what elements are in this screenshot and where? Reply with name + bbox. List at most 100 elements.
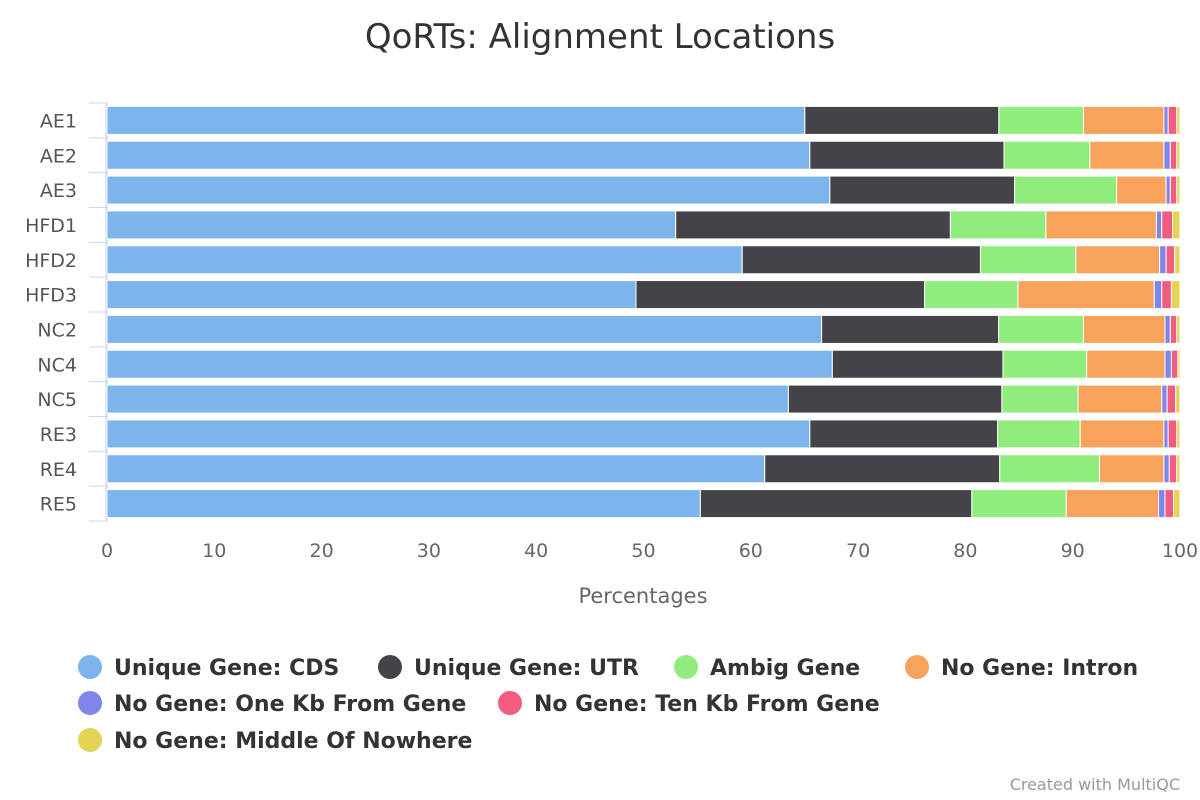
bar-segment[interactable] <box>1079 419 1165 449</box>
bar-segment[interactable] <box>1164 314 1171 344</box>
bar-segment[interactable] <box>809 419 999 449</box>
legend-item[interactable]: Ambig Gene <box>674 655 860 681</box>
bar-segment[interactable] <box>787 384 1003 414</box>
bar-segment[interactable] <box>999 454 1101 484</box>
bar-segment[interactable] <box>699 489 973 519</box>
bar-segment[interactable] <box>1170 349 1179 379</box>
bar-segment[interactable] <box>764 454 1001 484</box>
bar-segment[interactable] <box>997 419 1081 449</box>
bar-segment[interactable] <box>1169 140 1178 170</box>
bar-segment[interactable] <box>1174 245 1181 275</box>
bar-segment[interactable] <box>1082 314 1166 344</box>
bar-segment[interactable] <box>1165 175 1171 205</box>
bar-segment[interactable] <box>635 280 926 310</box>
bar-segment[interactable] <box>1163 140 1171 170</box>
bar-segment[interactable] <box>1083 105 1165 135</box>
bar-segment[interactable] <box>1153 280 1163 310</box>
bar-segment[interactable] <box>1164 489 1175 519</box>
bar-segment[interactable] <box>1065 489 1160 519</box>
bar-segment[interactable] <box>1176 454 1181 484</box>
legend-item[interactable]: No Gene: Ten Kb From Gene <box>498 691 880 717</box>
bar-segment[interactable] <box>106 489 701 519</box>
bar-segment[interactable] <box>106 314 823 344</box>
bar-segment[interactable] <box>924 280 1019 310</box>
bar-segment[interactable] <box>106 210 677 240</box>
bar-segment[interactable] <box>675 210 951 240</box>
bar-segment[interactable] <box>1169 314 1178 344</box>
bar-segment[interactable] <box>809 140 1005 170</box>
bar-segment[interactable] <box>1002 349 1088 379</box>
bar-segment[interactable] <box>1014 175 1118 205</box>
bar-segment[interactable] <box>829 175 1016 205</box>
legend[interactable]: Unique Gene: CDS Unique Gene: UTR Ambig Ge… <box>78 655 1138 754</box>
bar-segment[interactable] <box>1161 384 1168 414</box>
bar-segment[interactable] <box>1089 140 1165 170</box>
bar-segment[interactable] <box>1169 175 1178 205</box>
bar-segment[interactable] <box>1164 349 1172 379</box>
bar-segment[interactable] <box>106 454 766 484</box>
bar-segment[interactable] <box>1155 210 1163 240</box>
bar-segment[interactable] <box>971 489 1067 519</box>
legend-item[interactable]: Unique Gene: UTR <box>378 655 639 681</box>
bar-segment[interactable] <box>741 245 981 275</box>
bar-segment[interactable] <box>1165 245 1176 275</box>
bar-segment[interactable] <box>949 210 1047 240</box>
bar-segment[interactable] <box>1077 384 1163 414</box>
bar-segment[interactable] <box>106 280 637 310</box>
bar-segment[interactable] <box>831 349 1004 379</box>
bar-segment[interactable] <box>1086 349 1166 379</box>
bar-segment[interactable] <box>998 314 1084 344</box>
bar-segment[interactable] <box>1168 454 1178 484</box>
bar-segment[interactable] <box>106 245 743 275</box>
y-tick-label: HFD2 <box>25 250 77 272</box>
bar-segment[interactable] <box>106 140 811 170</box>
bar-segment[interactable] <box>1170 280 1181 310</box>
bar-segment[interactable] <box>1171 210 1181 240</box>
bar-segment[interactable] <box>1176 105 1181 135</box>
y-tick-label: NC5 <box>37 389 77 411</box>
bar-segment[interactable] <box>1176 175 1181 205</box>
bar-segment[interactable] <box>1175 384 1181 414</box>
bar-segment[interactable] <box>804 105 1000 135</box>
bar-segment[interactable] <box>1163 419 1169 449</box>
bar-segment[interactable] <box>1167 105 1178 135</box>
bar-segment[interactable] <box>1159 245 1167 275</box>
bar-segment[interactable] <box>1099 454 1165 484</box>
credit-text[interactable]: Created with MultiQC <box>1010 775 1180 794</box>
bar-segment[interactable] <box>1001 384 1079 414</box>
bar-segment[interactable] <box>979 245 1077 275</box>
bar-segment[interactable] <box>821 314 1000 344</box>
bar-segment[interactable] <box>1158 489 1166 519</box>
bar-segment[interactable] <box>1166 384 1177 414</box>
bar-segment[interactable] <box>1163 105 1169 135</box>
bar-segment[interactable] <box>1116 175 1167 205</box>
bar-segment[interactable] <box>1167 419 1178 449</box>
bar-segment[interactable] <box>1075 245 1161 275</box>
bar-segment[interactable] <box>106 105 806 135</box>
bar-row <box>106 105 1181 135</box>
x-axis: 0 10 20 30 40 50 60 70 80 90 100 <box>101 540 1198 562</box>
bar-segment[interactable] <box>1163 454 1170 484</box>
y-tick-label: AE2 <box>40 145 77 167</box>
legend-item[interactable]: No Gene: One Kb From Gene <box>78 691 466 717</box>
bar-segment[interactable] <box>106 384 789 414</box>
legend-item[interactable]: No Gene: Intron <box>905 655 1138 681</box>
bar-segment[interactable] <box>1161 280 1172 310</box>
bar-segment[interactable] <box>1017 280 1155 310</box>
legend-item[interactable]: Unique Gene: CDS <box>78 655 339 681</box>
bar-segment[interactable] <box>1161 210 1173 240</box>
bar-segment[interactable] <box>106 175 831 205</box>
bar-segment[interactable] <box>106 349 833 379</box>
bar-segment[interactable] <box>998 105 1085 135</box>
bar-segment[interactable] <box>1176 419 1181 449</box>
x-tick-label: 90 <box>1061 540 1085 562</box>
bar-segment[interactable] <box>1173 489 1181 519</box>
legend-item[interactable]: No Gene: Middle Of Nowhere <box>78 728 472 754</box>
bar-segment[interactable] <box>1045 210 1157 240</box>
bar-segment[interactable] <box>1176 140 1181 170</box>
bar-segment[interactable] <box>1176 314 1181 344</box>
bar-segment[interactable] <box>1003 140 1091 170</box>
legend-marker <box>78 728 102 752</box>
bar-segment[interactable] <box>106 419 811 449</box>
bar-segment[interactable] <box>1177 349 1181 379</box>
